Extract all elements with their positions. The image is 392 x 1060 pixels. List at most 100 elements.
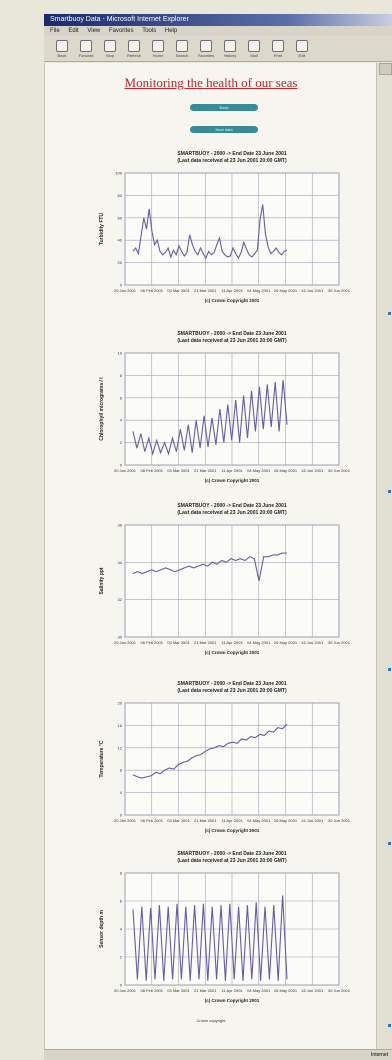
chart-sensor-depth: SMARTBUOY - 2000 -> End Date 23 June 200… [67, 845, 367, 1015]
window-title: Smartbuoy Data - Microsoft Internet Expl… [44, 14, 392, 26]
printer-icon [272, 39, 284, 52]
x-tick-label: 20 Jan 2001 [114, 288, 137, 293]
search-icon [176, 39, 188, 52]
favorites-button[interactable]: Favorites [198, 39, 214, 58]
x-tick-label: 26 May 2001 [274, 818, 298, 823]
stop-button[interactable]: Stop [102, 39, 118, 58]
x-tick-label: 21 Mar 2001 [194, 468, 217, 473]
x-tick-label: 08 Feb 2001 [141, 288, 164, 293]
chart-title: SMARTBUOY - 2000 -> End Date 23 June 200… [177, 331, 286, 337]
x-tick-label: 30 Jun 2001 [328, 640, 351, 645]
chart-copyright: (c) Crown Copyright 2001 [205, 828, 260, 833]
chart-temperature: SMARTBUOY - 2000 -> End Date 23 June 200… [67, 675, 367, 845]
chart-title: SMARTBUOY - 2000 -> End Date 23 June 200… [177, 151, 286, 157]
back-link-button[interactable]: Back [190, 104, 258, 111]
x-tick-label: 26 May 2001 [274, 288, 298, 293]
search-button[interactable]: Search [174, 39, 190, 58]
page-content: Monitoring the health of our seas Back N… [44, 63, 377, 1049]
y-tick-label: 6 [120, 395, 123, 400]
x-tick-label: 20 Jan 2001 [114, 640, 137, 645]
chart-title: SMARTBUOY - 2000 -> End Date 23 June 200… [177, 503, 286, 509]
x-tick-label: 04 May 2001 [247, 288, 271, 293]
scroll-thumb[interactable] [379, 63, 392, 75]
x-tick-label: 04 May 2001 [247, 818, 271, 823]
chart-salinity: SMARTBUOY - 2000 -> End Date 23 June 200… [67, 497, 367, 667]
print-button[interactable]: Print [270, 39, 286, 58]
status-zone: Internet [371, 1052, 388, 1058]
chart-copyright: (c) Crown Copyright 2001 [205, 650, 260, 655]
menu-favorites[interactable]: Favorites [108, 28, 134, 34]
chart-svg: SMARTBUOY - 2000 -> End Date 23 June 200… [99, 681, 351, 833]
forward-button[interactable]: Forward [78, 39, 94, 58]
y-tick-label: 0 [120, 983, 123, 988]
y-tick-label: 2 [120, 440, 123, 445]
x-tick-label: 03 Mar 2001 [167, 818, 190, 823]
y-tick-label: 100 [115, 171, 122, 176]
refresh-button[interactable]: Refresh [126, 39, 142, 58]
chart-svg: SMARTBUOY - 2000 -> End Date 23 June 200… [99, 151, 351, 303]
data-series-line [132, 204, 288, 260]
x-tick-label: 03 Mar 2001 [167, 640, 190, 645]
data-series-line [132, 895, 288, 981]
x-tick-label: 30 Jun 2001 [328, 818, 351, 823]
link-marker [388, 1024, 391, 1027]
link-marker [388, 842, 391, 845]
menu-help[interactable]: Help [164, 28, 178, 34]
x-tick-label: 11 Apr 2001 [221, 988, 243, 993]
x-tick-label: 21 Mar 2001 [194, 988, 217, 993]
next-data-button[interactable]: Next data [190, 126, 258, 133]
chart-title: SMARTBUOY - 2000 -> End Date 23 June 200… [177, 851, 286, 857]
back-icon [56, 39, 68, 52]
menu-view[interactable]: View [87, 28, 101, 34]
history-button[interactable]: History [222, 39, 238, 58]
menu-bar: File Edit View Favorites Tools Help [44, 26, 392, 36]
mail-button[interactable]: Mail [246, 39, 262, 58]
y-tick-label: 8 [120, 373, 123, 378]
y-tick-label: 36 [118, 523, 123, 528]
x-tick-label: 30 Jun 2001 [328, 288, 351, 293]
x-tick-label: 16 Jun 2001 [301, 468, 324, 473]
x-tick-label: 08 Feb 2001 [141, 640, 164, 645]
chart-svg: SMARTBUOY - 2000 -> End Date 23 June 200… [99, 851, 351, 1003]
chart-copyright: (c) Crown Copyright 2001 [205, 298, 260, 303]
y-tick-label: 0 [120, 283, 123, 288]
data-series-line [132, 379, 288, 456]
chart-svg: SMARTBUOY - 2000 -> End Date 23 June 200… [99, 331, 351, 483]
x-tick-label: 04 May 2001 [247, 468, 271, 473]
x-tick-label: 30 Jun 2001 [328, 988, 351, 993]
refresh-icon [128, 39, 140, 52]
chart-subtitle: (Last data received at 23 Jun 2001 20:00… [177, 510, 287, 516]
y-tick-label: 60 [118, 215, 123, 220]
chart-copyright: (c) Crown Copyright 2001 [205, 998, 260, 1003]
vertical-scrollbar[interactable] [376, 63, 392, 1049]
x-tick-label: 03 Mar 2001 [167, 988, 190, 993]
edit-icon [296, 39, 308, 52]
x-tick-label: 20 Jan 2001 [114, 468, 137, 473]
link-marker [388, 490, 391, 493]
history-icon [224, 39, 236, 52]
y-axis-label: Chlorophyll micrograms / l [99, 377, 105, 441]
data-series-line [132, 723, 288, 779]
y-axis-label: Turbidity FTU [99, 213, 105, 246]
x-tick-label: 26 May 2001 [274, 640, 298, 645]
forward-icon [80, 39, 92, 52]
menu-tools[interactable]: Tools [142, 28, 157, 34]
edit-button[interactable]: Edit [294, 39, 310, 58]
x-tick-label: 21 Mar 2001 [194, 818, 217, 823]
menu-edit[interactable]: Edit [68, 28, 79, 34]
x-tick-label: 03 Mar 2001 [167, 288, 190, 293]
x-tick-label: 21 Mar 2001 [194, 640, 217, 645]
y-tick-label: 12 [118, 745, 123, 750]
page-title[interactable]: Monitoring the health of our seas [124, 75, 298, 90]
chart-title: SMARTBUOY - 2000 -> End Date 23 June 200… [177, 681, 286, 687]
chart-svg: SMARTBUOY - 2000 -> End Date 23 June 200… [99, 503, 351, 655]
y-axis-label: Sensor depth m [99, 910, 105, 948]
y-axis-label: Salinity ppt [99, 567, 105, 594]
back-button[interactable]: Back [54, 39, 70, 58]
x-tick-label: 08 Feb 2001 [141, 468, 164, 473]
home-button[interactable]: Home [150, 39, 166, 58]
menu-file[interactable]: File [50, 28, 60, 34]
x-tick-label: 20 Jan 2001 [114, 988, 137, 993]
chart-copyright: (c) Crown Copyright 2001 [205, 478, 260, 483]
